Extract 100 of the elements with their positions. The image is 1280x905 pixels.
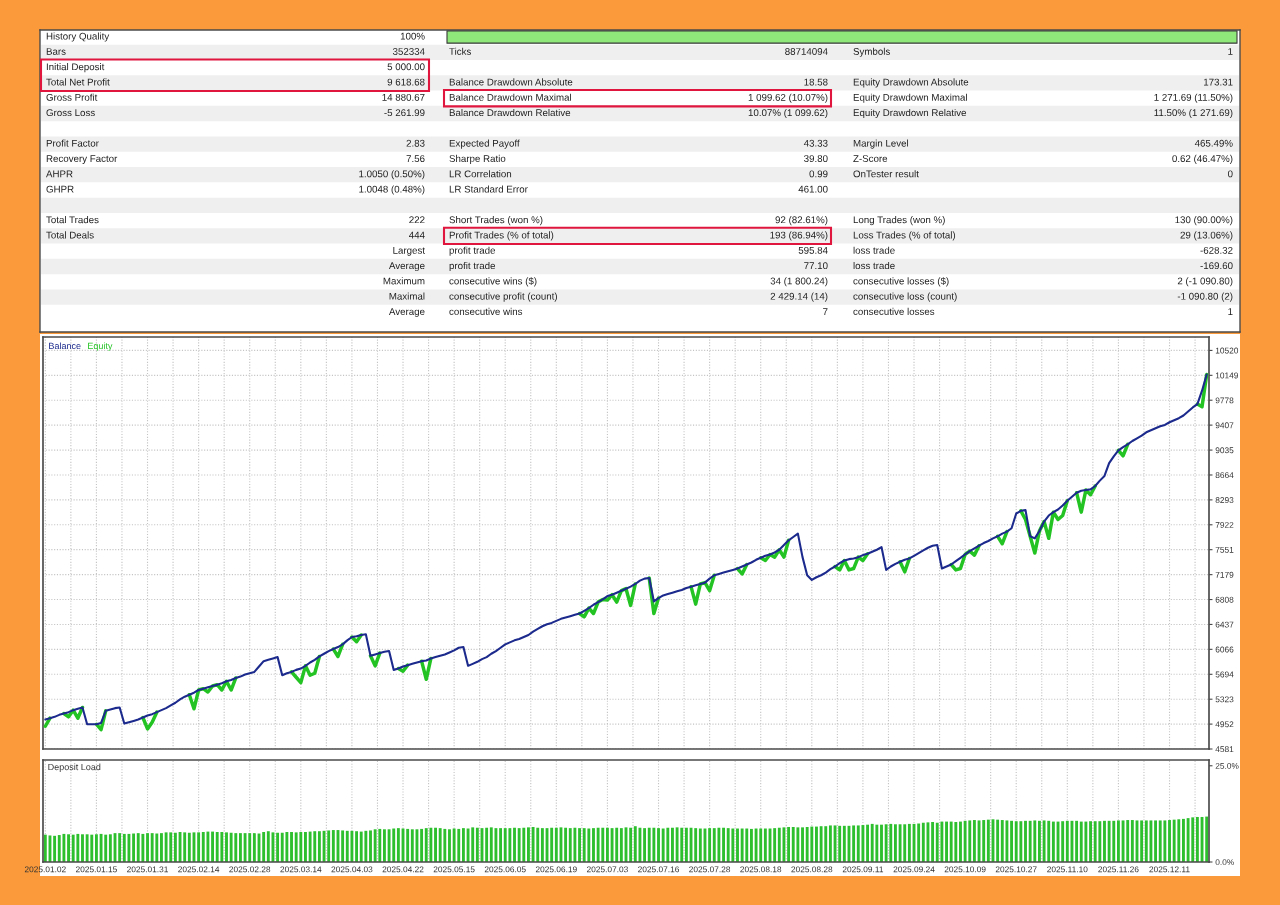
text: Profit Factor — [46, 139, 99, 147]
bar — [796, 827, 800, 862]
text: 100% — [400, 32, 425, 40]
text: 10.07% (1 099.62) — [748, 108, 828, 119]
bar — [243, 833, 247, 862]
x-tick-label: 2025.06.05 — [484, 866, 526, 873]
bar — [76, 833, 80, 862]
x-tick-label: 2025.10.27 — [995, 866, 1037, 873]
bar — [43, 834, 47, 862]
text: Recovery Factor — [46, 155, 118, 164]
bar — [564, 827, 568, 862]
bar — [1042, 820, 1046, 862]
text: loss trade — [853, 261, 895, 270]
text: 173.31 — [1204, 78, 1233, 86]
y-tick-label: 8293 — [1215, 497, 1234, 503]
text: 595.84 — [798, 246, 828, 254]
bar — [643, 828, 647, 862]
text: 77.10 — [804, 262, 828, 270]
bar — [57, 835, 61, 862]
text: 1 271.69 (11.50%) — [1154, 93, 1233, 103]
bar — [1000, 820, 1004, 862]
text: -1 090.80 (2) — [1177, 292, 1233, 302]
bar — [201, 831, 205, 862]
bar — [889, 823, 893, 862]
text: LR Standard Error — [449, 185, 528, 193]
x-tick-label: 2025.07.03 — [586, 866, 628, 873]
chart-title: Deposit Load — [48, 763, 101, 772]
text: 1 099.62 (10.07%) — [748, 93, 828, 103]
bar — [345, 830, 349, 862]
text: Maximum — [383, 277, 425, 285]
bar — [471, 827, 475, 862]
bar — [629, 827, 633, 862]
text: -628.32 — [1200, 246, 1233, 254]
bar — [183, 832, 187, 862]
bar — [1186, 818, 1190, 862]
bar — [968, 820, 972, 862]
text: Bars — [46, 48, 66, 55]
text: Loss Trades (% of total) — [853, 231, 956, 241]
bar — [266, 831, 270, 862]
y-tick-label: 10520 — [1215, 347, 1239, 354]
bar — [317, 831, 321, 862]
x-tick-label: 2025.07.16 — [638, 866, 680, 873]
text: 39.80 — [804, 155, 828, 163]
bar — [262, 831, 266, 862]
y-tick-label: 9407 — [1215, 422, 1234, 429]
bar — [1177, 819, 1181, 862]
bar — [248, 833, 252, 862]
bar — [745, 828, 749, 862]
bar — [118, 833, 122, 862]
bar — [378, 828, 382, 862]
x-tick-label: 2025.09.24 — [893, 866, 935, 873]
bar — [489, 827, 493, 862]
x-tick-label: 2025.03.14 — [280, 866, 322, 873]
bar — [276, 832, 280, 862]
bar — [234, 833, 238, 862]
bar — [726, 828, 730, 862]
text: loss trade — [853, 246, 895, 254]
text: 0.99 — [809, 170, 828, 178]
bar — [350, 830, 354, 862]
bar — [763, 828, 767, 862]
bar — [893, 824, 897, 862]
x-tick-label: 2025.02.28 — [229, 866, 271, 873]
bar — [573, 827, 577, 862]
bar — [67, 834, 70, 862]
text: Expected Payoff — [449, 139, 520, 149]
bar — [996, 819, 1000, 862]
bar — [499, 828, 503, 862]
bar — [1038, 820, 1041, 862]
bar — [396, 828, 400, 862]
bar — [1107, 820, 1111, 862]
text: Largest — [393, 247, 425, 256]
bar — [712, 828, 716, 862]
bar — [164, 832, 168, 862]
text: 1 — [1228, 308, 1233, 315]
x-tick-label: 2025.11.26 — [1098, 866, 1139, 873]
bar — [285, 831, 289, 862]
bar — [122, 833, 126, 862]
bar — [1024, 820, 1027, 862]
bar — [1010, 820, 1014, 862]
text: GHPR — [46, 185, 74, 193]
text: Maximal — [389, 292, 425, 300]
bar — [592, 828, 595, 862]
bar — [513, 827, 516, 862]
bar — [777, 827, 781, 862]
bar — [448, 829, 451, 862]
text: Average — [388, 308, 425, 317]
bar — [392, 828, 396, 862]
bar — [605, 827, 609, 862]
bar — [364, 830, 368, 862]
bar — [1033, 820, 1037, 862]
text: 43.33 — [803, 139, 828, 147]
bar — [736, 828, 739, 862]
text: 130 (90.00%) — [1175, 216, 1233, 226]
bar — [870, 823, 874, 862]
bar — [554, 827, 558, 862]
bar — [1112, 820, 1116, 862]
x-tick-label: 2025.01.31 — [127, 866, 168, 873]
bar — [917, 823, 921, 862]
bar — [698, 828, 702, 862]
text: 1.0048 (0.48%) — [359, 185, 425, 195]
